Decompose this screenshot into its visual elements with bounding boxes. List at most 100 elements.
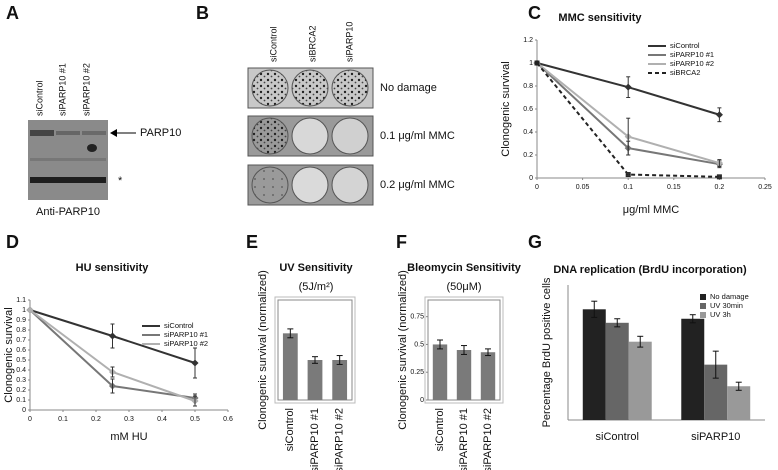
- y-tick-label: 0.2: [16, 387, 26, 394]
- x-tick-label: siControl: [284, 408, 296, 451]
- y-tick-label: 0.8: [523, 83, 533, 90]
- western-blot: [28, 120, 108, 200]
- y-tick-label: 1.1: [16, 297, 26, 304]
- x-tick-label: 0: [535, 184, 539, 191]
- y-tick-label: 0.75: [410, 314, 424, 321]
- y-tick-label: 0.3: [16, 377, 26, 384]
- y-tick-label: 0.4: [16, 367, 26, 374]
- legend-label: siBRCA2: [670, 68, 700, 77]
- x-tick-label: 0.5: [190, 416, 200, 423]
- y-tick-label: 0.5: [16, 357, 26, 364]
- bar: [282, 333, 298, 400]
- x-tick-label: siControl: [596, 431, 639, 443]
- bar: [480, 352, 496, 400]
- y-axis-label: Clonogenic survival: [3, 307, 15, 402]
- panel-letter: A: [6, 3, 19, 23]
- y-tick-label: 0.2: [523, 152, 533, 159]
- chart-title: UV Sensitivity: [279, 262, 353, 274]
- x-tick-label: siPARP10 #1: [458, 408, 470, 470]
- panel-letter: D: [6, 232, 19, 252]
- chart-title: MMC sensitivity: [558, 12, 642, 24]
- chart-subtitle: (5J/m²): [299, 281, 334, 293]
- y-tick-label: 0: [420, 397, 424, 404]
- bar: [432, 344, 448, 400]
- x-tick-label: 0.15: [667, 184, 681, 191]
- panel-letter: C: [528, 3, 541, 23]
- y-tick-label: 0: [22, 407, 26, 414]
- y-axis-label: Clonogenic survival: [500, 61, 512, 156]
- x-tick-label: siPARP10 #1: [309, 408, 321, 470]
- x-tick-label: 0.05: [576, 184, 590, 191]
- lane-label: siPARP10 #1: [57, 63, 67, 116]
- row-label: No damage: [380, 82, 437, 94]
- row-label: 0.1 μg/ml MMC: [380, 130, 455, 142]
- y-axis-label: Clonogenic survival (normalized): [397, 270, 409, 430]
- data-point: [534, 60, 540, 66]
- legend-label: No damage: [710, 292, 749, 301]
- legend-label: siControl: [670, 41, 700, 50]
- panel-letter: E: [246, 232, 258, 252]
- bar: [456, 350, 472, 400]
- y-tick-label: 0.5: [414, 341, 424, 348]
- panel-letter: F: [396, 232, 407, 252]
- y-axis-label: Percentage BrdU positive cells: [541, 277, 553, 427]
- chart-title: Bleomycin Sensitivity: [407, 262, 522, 274]
- legend-label: siPARP10 #2: [164, 339, 208, 348]
- chart-subtitle: (50μM): [446, 281, 481, 293]
- x-tick-label: 0.4: [157, 416, 167, 423]
- y-tick-label: 0.4: [523, 129, 533, 136]
- x-tick-label: siControl: [434, 408, 446, 451]
- x-tick-label: siPARP10 #2: [482, 408, 494, 470]
- plot-frame: [424, 296, 504, 404]
- y-tick-label: 0.7: [16, 337, 26, 344]
- asterisk: *: [118, 175, 123, 187]
- x-axis-label: mM HU: [110, 431, 147, 443]
- lane-label: siControl: [268, 26, 278, 62]
- y-tick-label: 0.6: [16, 347, 26, 354]
- panel-letter: B: [196, 3, 209, 23]
- y-tick-label: 0.25: [410, 369, 424, 376]
- bar: [628, 341, 652, 420]
- y-tick-label: 0.8: [16, 327, 26, 334]
- x-tick-label: siPARP10: [691, 431, 740, 443]
- x-tick-label: 0.3: [124, 416, 134, 423]
- data-point: [26, 306, 34, 314]
- y-tick-label: 1.2: [523, 37, 533, 44]
- y-tick-label: 1: [529, 60, 533, 67]
- bar: [727, 386, 751, 420]
- bar: [307, 360, 323, 400]
- lane-label: siBRCA2: [307, 25, 317, 62]
- x-tick-label: 0.2: [715, 184, 725, 191]
- y-tick-label: 0.9: [16, 317, 26, 324]
- legend-swatch: [700, 294, 706, 300]
- legend-swatch: [700, 303, 706, 309]
- antibody-label: Anti-PARP10: [36, 206, 100, 218]
- x-tick-label: 0.25: [758, 184, 772, 191]
- lane-label: siPARP10: [344, 22, 354, 62]
- x-tick-label: 0.1: [623, 184, 633, 191]
- y-tick-label: 0.1: [16, 397, 26, 404]
- lane-label: siControl: [34, 80, 44, 116]
- bar: [582, 309, 606, 420]
- row-label: 0.2 μg/ml MMC: [380, 179, 455, 191]
- legend-label: siPARP10 #1: [670, 50, 714, 59]
- bar: [332, 360, 348, 400]
- bar: [681, 318, 705, 420]
- x-tick-label: 0: [28, 416, 32, 423]
- x-axis-label: μg/ml MMC: [623, 204, 680, 216]
- band-label: PARP10: [140, 127, 181, 139]
- legend-label: UV 3h: [710, 310, 731, 319]
- x-tick-label: 0.6: [223, 416, 233, 423]
- colony-plates: [247, 67, 374, 206]
- lane-label: siPARP10 #2: [81, 63, 91, 116]
- bar: [704, 364, 728, 420]
- y-tick-label: 1: [22, 307, 26, 314]
- legend-label: siPARP10 #2: [670, 59, 714, 68]
- legend-label: siControl: [164, 321, 194, 330]
- panel-letter: G: [528, 232, 542, 252]
- legend-label: UV 30min: [710, 301, 743, 310]
- x-tick-label: siPARP10 #2: [334, 408, 346, 470]
- x-tick-label: 0.2: [91, 416, 101, 423]
- y-tick-label: 0: [529, 175, 533, 182]
